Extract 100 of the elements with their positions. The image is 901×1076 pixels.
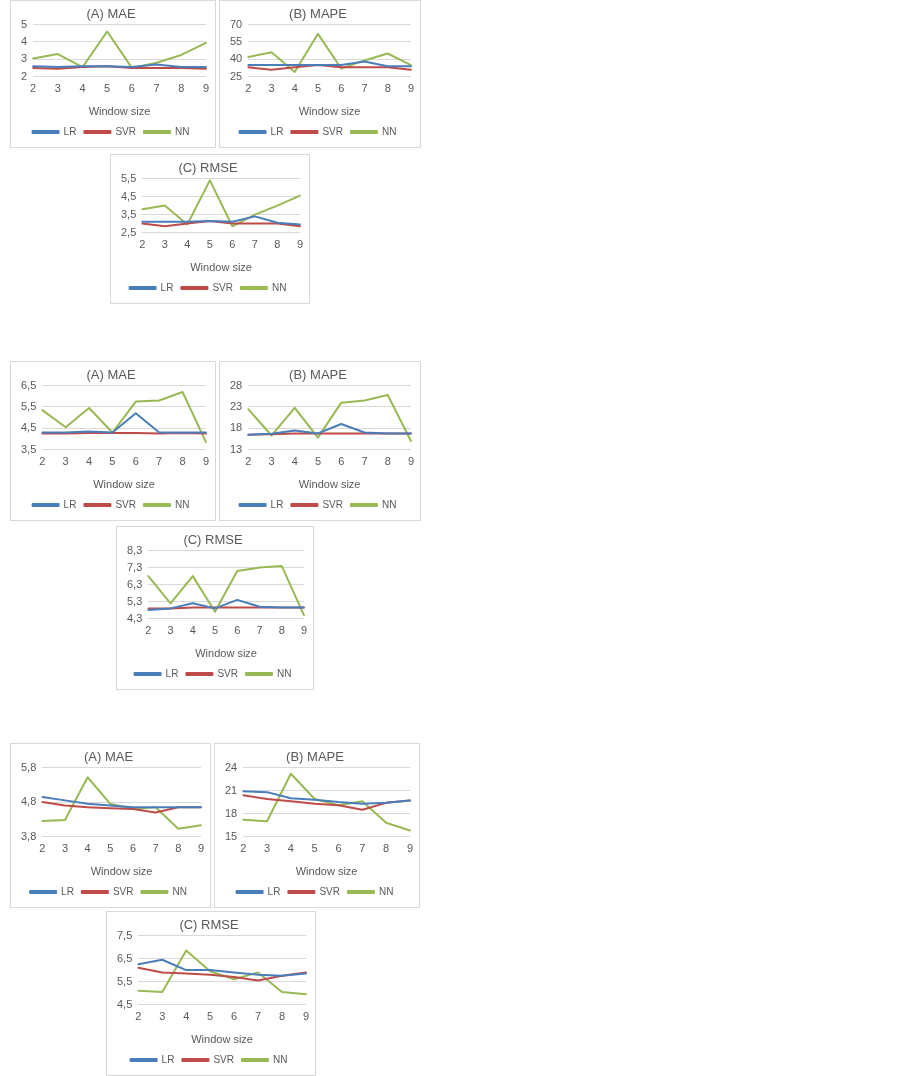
legend-label: NN: [271, 281, 287, 293]
x-axis-title: Window size: [191, 1033, 253, 1046]
y-tick-label: 25: [229, 69, 243, 82]
x-tick-label: 3: [159, 1010, 166, 1023]
x-tick-label: 4: [85, 455, 93, 468]
x-tick-label: 9: [407, 82, 414, 95]
x-tick-label: 5: [211, 624, 219, 637]
x-axis-title: Window size: [295, 865, 358, 878]
legend-label: SVR: [112, 885, 134, 897]
chart-title: (C) RMSE: [178, 160, 238, 176]
x-tick-label: 4: [184, 238, 191, 251]
x-tick-label: 7: [256, 624, 263, 637]
x-tick-label: 7: [361, 455, 368, 468]
x-tick-label: 3: [61, 842, 69, 855]
x-tick-label: 7: [251, 238, 258, 251]
y-tick-label: 15: [224, 829, 238, 842]
y-tick-label: 7,3: [126, 560, 143, 573]
x-tick-label: 5: [206, 238, 213, 251]
x-tick-label: 3: [62, 455, 69, 468]
x-tick-label: 7: [153, 82, 160, 95]
x-tick-label: 8: [278, 624, 285, 637]
x-tick-label: 8: [383, 842, 390, 855]
x-tick-label: 7: [361, 82, 368, 95]
x-tick-label: 9: [202, 455, 209, 468]
x-tick-label: 6: [234, 624, 241, 637]
chart-title: (A) MAE: [86, 6, 136, 22]
x-tick-label: 4: [79, 82, 86, 95]
x-tick-label: 8: [175, 842, 182, 855]
y-tick-label: 18: [224, 806, 238, 819]
x-tick-label: 4: [183, 1010, 190, 1023]
x-tick-label: 3: [167, 624, 174, 637]
x-tick-label: 4: [84, 842, 91, 855]
x-tick-label: 5: [104, 82, 111, 95]
legend-label: LR: [270, 498, 284, 510]
x-tick-label: 6: [338, 455, 345, 468]
chart-title: (C) RMSE: [183, 532, 243, 548]
x-tick-label: 2: [245, 82, 252, 95]
chart-title: (B) MAPE: [286, 749, 345, 765]
x-tick-label: 5: [311, 842, 318, 855]
y-tick-label: 4,5: [20, 421, 37, 434]
legend-label: LR: [61, 885, 74, 897]
legend-label: NN: [378, 885, 394, 897]
y-tick-label: 7,5: [116, 928, 133, 941]
y-tick-label: 13: [229, 442, 243, 455]
x-tick-label: 7: [359, 842, 366, 855]
x-axis-title: Window size: [93, 478, 155, 491]
x-tick-label: 4: [291, 82, 298, 95]
x-tick-label: 3: [268, 82, 275, 95]
y-tick-label: 5,3: [126, 594, 143, 607]
y-tick-label: 23: [229, 399, 243, 412]
legend-label: LR: [63, 498, 77, 510]
x-tick-label: 8: [384, 82, 391, 95]
legend-label: SVR: [115, 125, 136, 137]
x-tick-label: 6: [132, 455, 139, 468]
y-tick-label: 3,5: [120, 207, 137, 220]
x-tick-label: 7: [156, 455, 163, 468]
legend-label: NN: [174, 498, 190, 510]
x-tick-label: 8: [179, 455, 186, 468]
y-tick-label: 18: [229, 421, 243, 434]
x-tick-label: 7: [152, 842, 159, 855]
legend-label: LR: [161, 1053, 175, 1065]
y-tick-label: 5: [20, 17, 28, 30]
chart-title: (B) MAPE: [289, 6, 348, 22]
x-tick-label: 8: [274, 238, 281, 251]
x-tick-label: 6: [229, 238, 236, 251]
legend-label: SVR: [322, 125, 343, 137]
y-tick-label: 40: [229, 52, 243, 65]
y-tick-label: 5,5: [120, 171, 137, 184]
y-tick-label: 21: [224, 783, 238, 796]
y-tick-label: 4,5: [116, 997, 133, 1010]
x-tick-label: 9: [300, 624, 307, 637]
x-tick-label: 9: [197, 842, 204, 855]
legend-label: LR: [267, 885, 281, 897]
x-tick-label: 9: [407, 455, 414, 468]
x-tick-label: 4: [189, 624, 196, 637]
y-tick-label: 5,5: [20, 399, 37, 412]
y-tick-label: 4,3: [126, 611, 143, 624]
x-tick-label: 5: [314, 455, 322, 468]
legend-label: NN: [172, 885, 187, 897]
y-tick-label: 4,8: [20, 795, 37, 808]
y-tick-label: 28: [229, 378, 243, 391]
legend-label: SVR: [217, 667, 238, 679]
legend-label: LR: [63, 125, 77, 137]
y-tick-label: 6,5: [20, 378, 37, 391]
x-tick-label: 9: [406, 842, 413, 855]
legend-label: SVR: [319, 885, 340, 897]
x-tick-label: 6: [338, 82, 345, 95]
x-axis-title: Window size: [298, 105, 361, 118]
x-tick-label: 8: [278, 1010, 286, 1023]
chart-title: (A) MAE: [86, 367, 136, 383]
x-tick-label: 6: [128, 82, 135, 95]
legend-label: LR: [165, 667, 179, 679]
x-tick-label: 2: [39, 842, 46, 855]
legend-label: LR: [160, 281, 174, 293]
y-tick-label: 6,5: [116, 951, 133, 964]
x-tick-label: 5: [107, 842, 114, 855]
x-tick-label: 4: [291, 455, 298, 468]
x-tick-label: 3: [54, 82, 61, 95]
x-tick-label: 9: [302, 1010, 309, 1023]
x-tick-label: 4: [287, 842, 294, 855]
